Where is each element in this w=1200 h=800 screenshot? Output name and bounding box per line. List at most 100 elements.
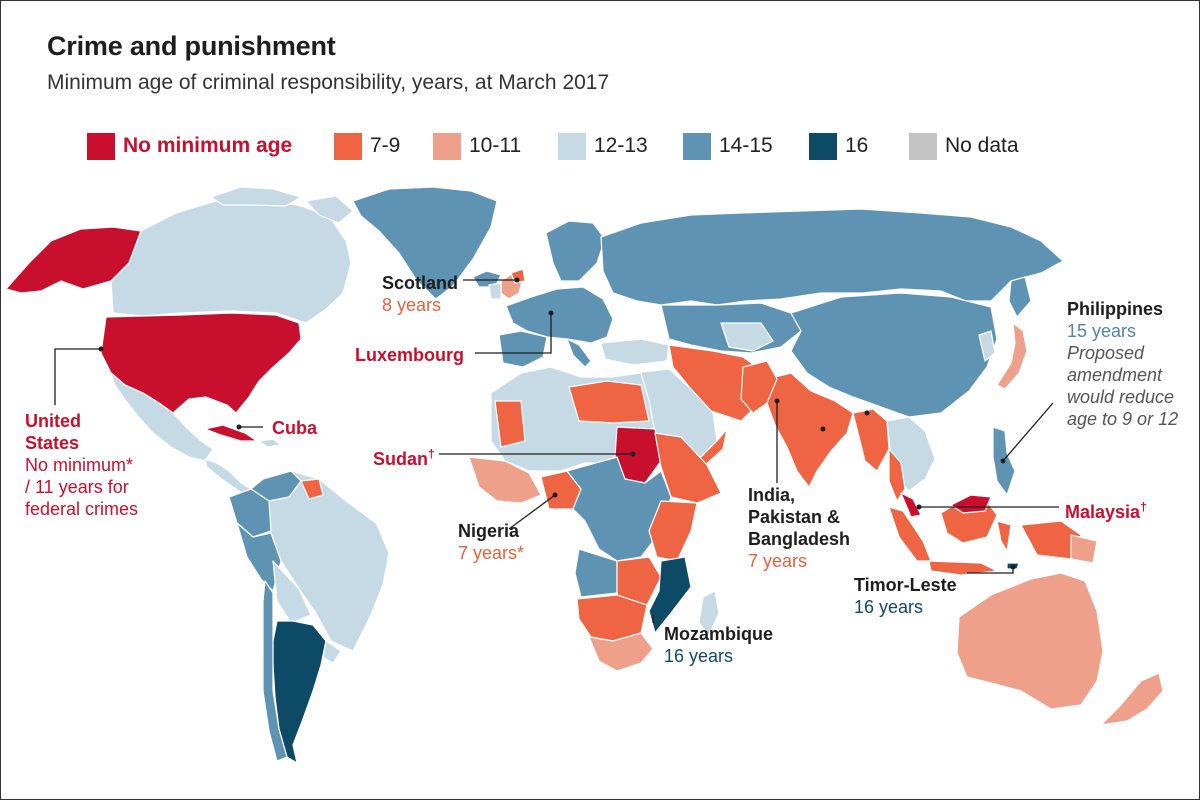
chart-title: Crime and punishment	[47, 31, 336, 61]
region-chile	[262, 580, 288, 762]
label-cuba: Cuba	[272, 418, 317, 438]
legend-item-no-data: No data	[909, 132, 1019, 160]
label-usa-note-3: federal crimes	[25, 499, 139, 519]
region-iceland	[472, 270, 502, 288]
label-nigeria-name: Nigeria	[458, 521, 520, 541]
legend-item-16: 16	[809, 132, 868, 160]
dot-usa	[98, 346, 104, 352]
region-central-africa	[566, 456, 672, 562]
leader-usa	[54, 348, 101, 405]
region-hispaniola	[258, 438, 282, 448]
label-philippines-note-2: amendment	[1067, 365, 1163, 385]
region-scandinavia	[545, 220, 606, 282]
legend-label-16: 16	[845, 134, 869, 157]
region-madagascar	[698, 590, 720, 636]
label-philippines: Philippines 15 years Proposed amendment …	[1067, 298, 1178, 430]
dot-sudan	[630, 451, 636, 457]
label-sudan-name: Sudan	[373, 449, 429, 469]
legend-swatch-16	[809, 132, 837, 160]
region-ireland	[488, 282, 502, 300]
label-india-name-3: Bangladesh	[748, 529, 851, 549]
label-philippines-note-4: age to 9 or 12	[1067, 409, 1179, 429]
label-philippines-value: 15 years	[1067, 321, 1137, 341]
label-scotland-value: 8 years	[382, 295, 442, 315]
label-nigeria-value: 7 years*	[458, 543, 525, 563]
legend-swatch-7-9	[334, 132, 362, 160]
label-timor-value: 16 years	[854, 597, 924, 617]
label-india-pakistan-bangladesh: India, Pakistan & Bangladesh 7 years	[748, 484, 850, 572]
legend-swatch-no-minimum	[87, 132, 115, 160]
legend-swatch-no-data	[909, 132, 937, 160]
legend-label-7-9: 7-9	[370, 134, 401, 157]
region-australia	[956, 572, 1104, 710]
region-myanmar-bangladesh	[852, 408, 890, 472]
label-india-name-2: Pakistan &	[748, 507, 841, 527]
region-canada-islands	[210, 186, 354, 224]
label-india-value: 7 years	[748, 551, 808, 571]
region-canada	[110, 198, 352, 324]
label-mozambique-value: 16 years	[664, 646, 734, 666]
legend-label-10-11: 10-11	[469, 134, 522, 157]
region-mexico	[110, 372, 214, 462]
dot-nigeria	[552, 492, 558, 498]
region-malaysia-peninsula	[900, 492, 922, 518]
region-italy	[566, 338, 592, 368]
leader-nigeria	[508, 494, 556, 530]
legend-item-14-15: 14-15	[683, 132, 773, 160]
legend-item-10-11: 10-11	[433, 132, 521, 160]
legend-item-7-9: 7-9	[334, 132, 400, 160]
region-china	[790, 292, 998, 418]
dot-timor	[1010, 564, 1016, 570]
region-thailand	[888, 448, 906, 502]
legend-swatch-10-11	[433, 132, 461, 160]
label-mozambique-name: Mozambique	[664, 624, 774, 644]
region-sulawesi-papua	[996, 520, 1082, 560]
region-central-asia-south	[720, 322, 774, 352]
label-india-name-1: India,	[748, 485, 796, 505]
region-western-europe	[505, 286, 614, 344]
label-malaysia-mark: †	[1140, 500, 1147, 514]
legend-swatch-12-13	[558, 132, 586, 160]
label-nigeria: Nigeria 7 years*	[458, 520, 524, 564]
legend-swatch-14-15	[683, 132, 711, 160]
legend-item-no-minimum: No minimum age	[87, 132, 292, 160]
legend-label-no-data: No data	[945, 134, 1019, 157]
region-uruguay	[322, 640, 342, 664]
legend-label-12-13: 12-13	[594, 134, 648, 157]
label-luxembourg: Luxembourg	[355, 345, 465, 365]
dot-cuba	[236, 424, 242, 430]
legend-label-no-minimum: No minimum age	[123, 134, 293, 157]
dot-malaysia	[916, 504, 922, 510]
label-mozambique: Mozambique 16 years	[664, 623, 773, 667]
region-central-america	[204, 458, 252, 496]
label-philippines-note-1: Proposed	[1067, 343, 1145, 363]
region-brazil	[262, 470, 390, 652]
region-angola	[574, 548, 618, 598]
region-turkey	[600, 338, 670, 366]
legend-item-12-13: 12-13	[558, 132, 648, 160]
label-usa-note-1: No minimum*	[25, 455, 134, 475]
dot-philippines	[1000, 458, 1006, 464]
label-sudan-mark: †	[428, 447, 435, 461]
label-usa-name-1: United	[25, 411, 81, 431]
legend-label-14-15: 14-15	[719, 134, 773, 157]
region-south-africa	[588, 632, 654, 672]
region-mozambique	[648, 556, 692, 634]
region-kamchatka	[1008, 276, 1032, 318]
region-iberia	[498, 330, 548, 368]
region-new-zealand	[1100, 672, 1164, 726]
label-usa-name-2: States	[25, 433, 80, 453]
region-west-africa	[468, 456, 542, 504]
label-sudan: Sudan†	[373, 443, 435, 470]
label-philippines-name: Philippines	[1067, 299, 1164, 319]
region-cuba	[204, 424, 258, 442]
dot-pakistan	[774, 398, 780, 404]
region-malaysia-borneo	[950, 494, 992, 514]
dot-bangladesh	[864, 410, 870, 416]
label-scotland-name: Scotland	[382, 273, 459, 293]
label-malaysia-name: Malaysia	[1065, 502, 1141, 522]
region-japan	[996, 322, 1028, 390]
label-usa-note-2: / 11 years for	[25, 477, 129, 497]
